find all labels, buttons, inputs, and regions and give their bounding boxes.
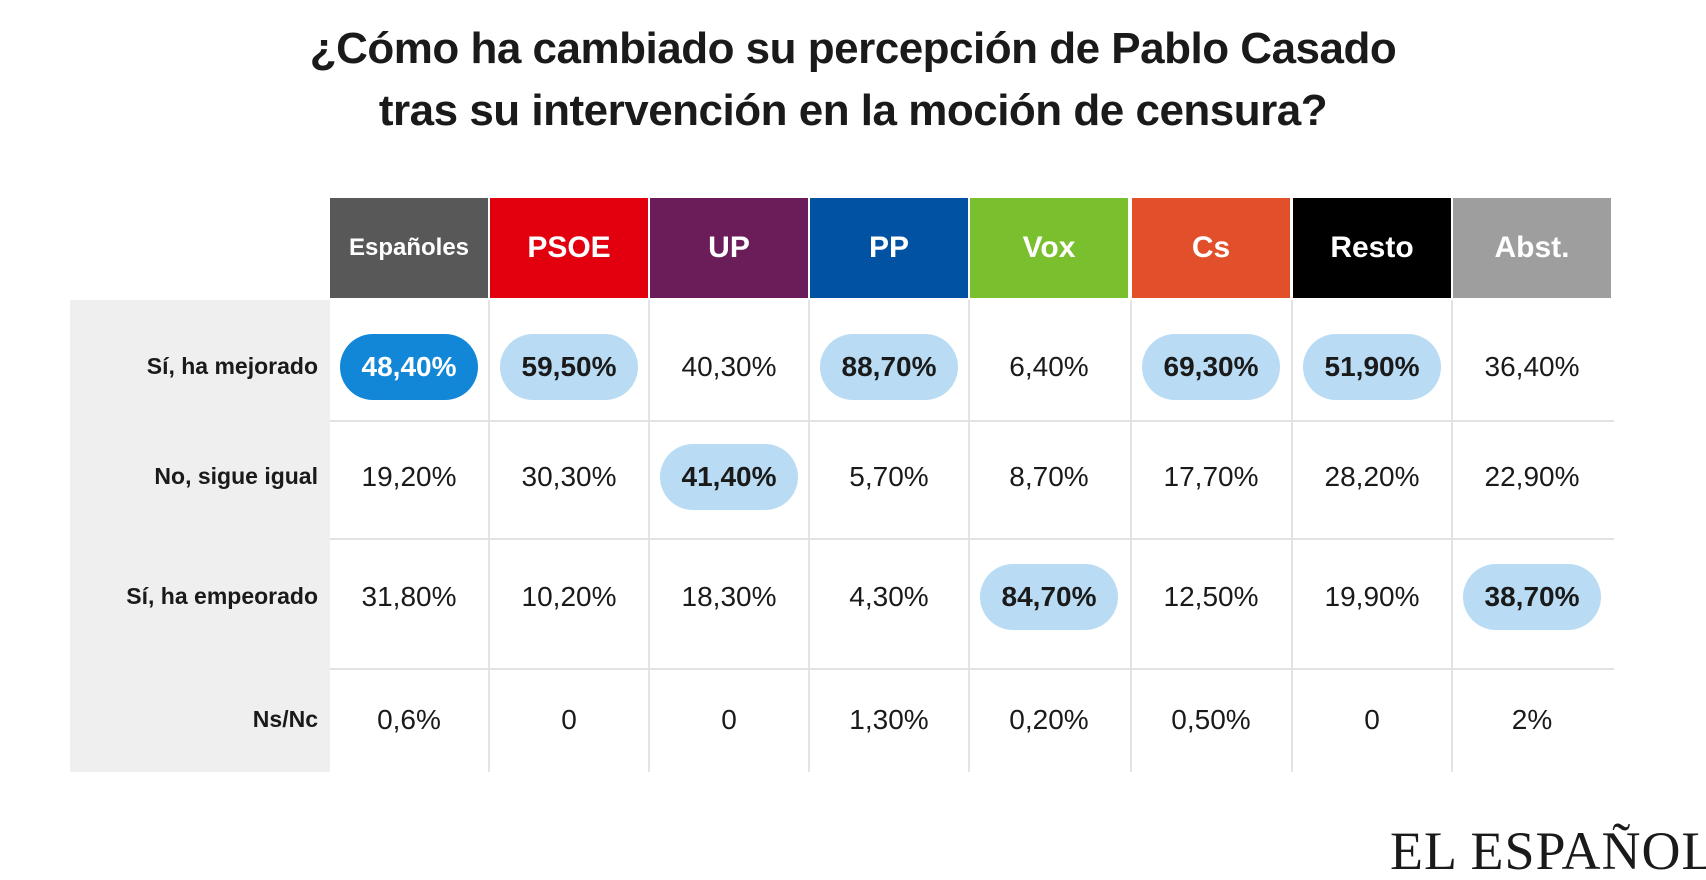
table-cell: 0,20% [1009, 704, 1089, 735]
table-cell: 18,30% [681, 581, 777, 612]
column-divider [648, 300, 650, 772]
column-header: Cs [1132, 198, 1290, 298]
column-header: UP [650, 198, 808, 298]
highlight-pill: 51,90% [1303, 334, 1441, 400]
column-divider [1451, 300, 1453, 772]
table-cell: 12,50% [1163, 581, 1259, 612]
table-cell: 4,30% [849, 581, 929, 612]
highlight-pill: 48,40% [340, 334, 478, 400]
table-cell: 19,20% [361, 461, 457, 492]
column-divider [1291, 300, 1293, 772]
column-divider [1130, 300, 1132, 772]
table-cell: 30,30% [521, 461, 617, 492]
table-cell: 17,70% [1163, 461, 1259, 492]
row-divider [330, 668, 1614, 670]
column-header: Abst. [1453, 198, 1611, 298]
table-cell: 28,20% [1324, 461, 1420, 492]
column-header: PSOE [490, 198, 648, 298]
row-divider [330, 538, 1614, 540]
table-cell: 22,90% [1484, 461, 1580, 492]
title-line-2: tras su intervención en la moción de cen… [378, 86, 1328, 135]
table-cell: 40,30% [681, 351, 777, 382]
highlight-pill: 59,50% [500, 334, 638, 400]
table-cell: 8,70% [1009, 461, 1089, 492]
column-header: PP [810, 198, 968, 298]
table-cell: 31,80% [361, 581, 457, 612]
table-cell: 10,20% [521, 581, 617, 612]
row-label-panel [70, 300, 330, 772]
row-label: Sí, ha empeorado [126, 583, 318, 609]
table-cell: 19,90% [1324, 581, 1420, 612]
table-cell: 0 [1364, 704, 1380, 735]
table-cell: 6,40% [1009, 351, 1089, 382]
highlight-pill: 88,70% [820, 334, 958, 400]
title-line-1: ¿Cómo ha cambiado su percepción de Pablo… [309, 24, 1397, 73]
column-divider [968, 300, 970, 772]
table-cell: 0,6% [377, 704, 441, 735]
row-label: No, sigue igual [154, 463, 318, 489]
el-espanol-logo: EL ESPAÑOL [1390, 821, 1706, 880]
column-divider [488, 300, 490, 772]
highlight-pill: 38,70% [1463, 564, 1601, 630]
row-label: Sí, ha mejorado [146, 353, 318, 379]
column-header: Vox [970, 198, 1128, 298]
table-cell: 0 [561, 704, 577, 735]
column-divider [808, 300, 810, 772]
highlight-pill: 84,70% [980, 564, 1118, 630]
highlight-pill: 69,30% [1142, 334, 1280, 400]
table-cell: 51,90% [1293, 334, 1451, 400]
table-cell: 5,70% [849, 461, 929, 492]
table-cell: 38,70% [1453, 564, 1611, 630]
row-label: Ns/Nc [252, 706, 318, 732]
table-cell: 41,40% [650, 444, 808, 510]
table-cell: 88,70% [810, 334, 968, 400]
row-divider [330, 420, 1614, 422]
table-cell: 0,50% [1171, 704, 1251, 735]
chart-title: ¿Cómo ha cambiado su percepción de Pablo… [0, 18, 1706, 142]
highlight-pill: 41,40% [660, 444, 798, 510]
column-header: Españoles [330, 198, 488, 298]
table-cell: 59,50% [490, 334, 648, 400]
column-header: Resto [1293, 198, 1451, 298]
table-cell: 36,40% [1484, 351, 1580, 382]
table-cell: 69,30% [1132, 334, 1290, 400]
table-cell: 2% [1511, 704, 1553, 735]
table-cell: 1,30% [849, 704, 929, 735]
table-cell: 0 [721, 704, 737, 735]
table-cell: 48,40% [330, 334, 488, 400]
table-cell: 84,70% [970, 564, 1128, 630]
